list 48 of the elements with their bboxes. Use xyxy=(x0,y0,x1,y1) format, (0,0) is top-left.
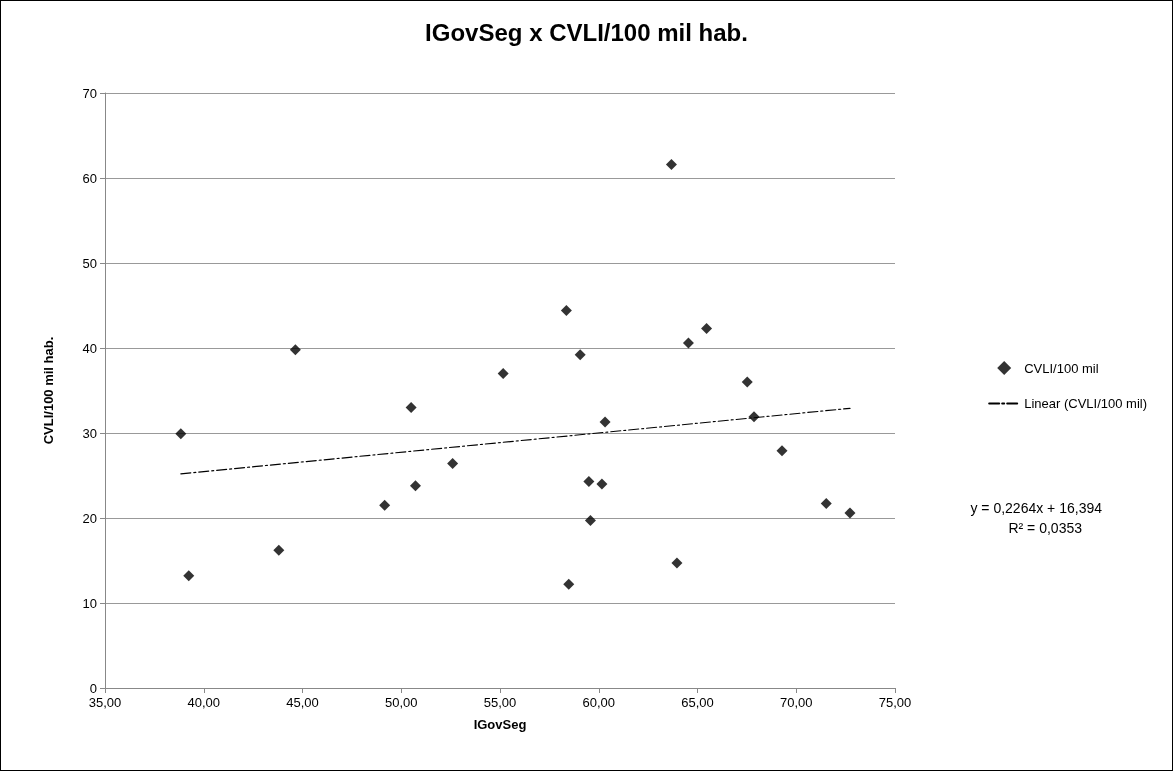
y-tick-label: 70 xyxy=(82,85,97,101)
point xyxy=(599,416,611,428)
y-tick-label: 20 xyxy=(82,510,97,526)
y-tick-label: 0 xyxy=(89,680,97,696)
y-tick-label: 10 xyxy=(82,595,97,611)
y-axis-title: CVLI/100 mil hab. xyxy=(41,336,56,445)
point xyxy=(701,322,713,334)
x-tick-label: 65,00 xyxy=(681,695,714,710)
y-tick-label: 60 xyxy=(82,170,97,186)
legend-label: CVLI/100 mil xyxy=(1024,360,1099,376)
point xyxy=(563,578,575,590)
x-tick-label: 75,00 xyxy=(878,695,912,710)
point xyxy=(175,428,187,440)
point xyxy=(776,445,788,457)
point xyxy=(447,458,459,470)
point xyxy=(405,402,417,413)
x-axis-title: IGovSeg xyxy=(473,717,527,732)
point xyxy=(820,498,832,510)
y-tick-label: 40 xyxy=(82,340,97,356)
point xyxy=(682,337,694,349)
point xyxy=(409,480,421,492)
point xyxy=(584,515,596,527)
point xyxy=(665,158,677,170)
point xyxy=(183,570,195,582)
point xyxy=(379,499,391,511)
y-tick-label: 30 xyxy=(82,425,97,441)
point xyxy=(574,349,586,361)
text: R² = 0,0353 xyxy=(1008,520,1083,536)
legend-label: Linear (CVLI/100 mil) xyxy=(1024,396,1147,411)
point xyxy=(273,544,285,556)
point xyxy=(560,305,572,317)
x-tick-label: 35,00 xyxy=(88,695,122,710)
x-tick-label: 70,00 xyxy=(779,695,813,710)
y-tick-label: 50 xyxy=(82,255,97,271)
chart-title: IGovSeg x CVLI/100 mil hab. xyxy=(425,18,748,46)
point xyxy=(741,376,753,388)
point xyxy=(289,344,301,356)
x-tick-label: 60,00 xyxy=(582,695,616,710)
point xyxy=(844,507,856,519)
x-tick-label: 40,00 xyxy=(187,695,221,710)
x-tick-label: 50,00 xyxy=(384,695,418,710)
point xyxy=(583,475,595,487)
x-tick-label: 45,00 xyxy=(286,695,319,710)
x-tick-label: 55,00 xyxy=(483,695,517,710)
point xyxy=(497,368,509,379)
point xyxy=(671,557,683,569)
text: y = 0,2264x + 16,394 xyxy=(970,500,1103,516)
point xyxy=(596,478,608,490)
